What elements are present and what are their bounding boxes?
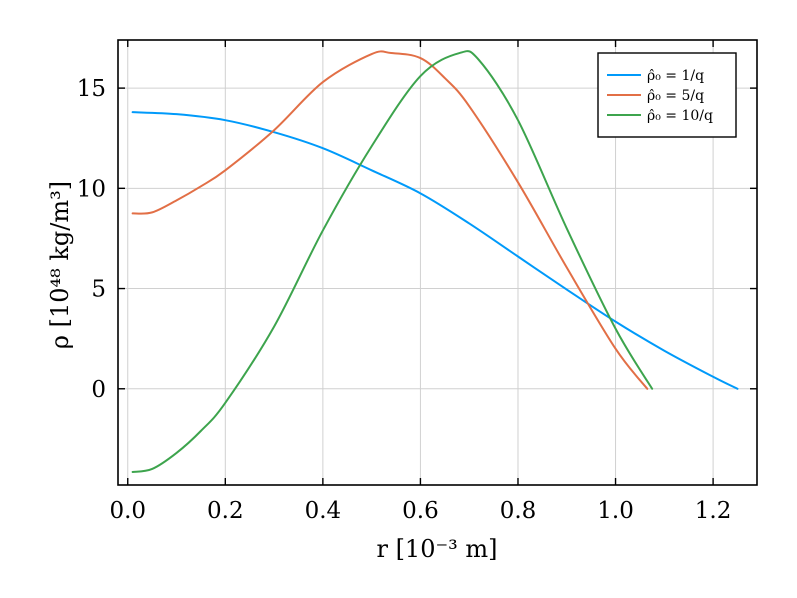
series-line-2 — [131, 50, 649, 390]
x-tick-label: 0.8 — [500, 498, 537, 524]
x-tick-label: 1.0 — [597, 498, 634, 524]
plot-frame — [117, 39, 758, 486]
series-line-1 — [131, 111, 739, 390]
x-axis-label: r [10⁻³ m] — [376, 535, 497, 563]
y-tick-label: 15 — [77, 76, 106, 102]
y-axis-label: ρ [10⁴⁸ kg/m³] — [46, 181, 74, 349]
x-tick-label: 0.2 — [207, 498, 244, 524]
y-tick-label: 0 — [91, 377, 106, 403]
series-lines — [131, 50, 739, 473]
y-tick-label: 5 — [91, 277, 106, 303]
x-tick-label: 0.6 — [402, 498, 439, 524]
legend-entry-label: ρ̂₀ = 5/q — [647, 88, 704, 104]
y-tick-label: 10 — [77, 176, 106, 202]
legend-entry-label: ρ̂₀ = 1/q — [647, 68, 704, 84]
legend: ρ̂₀ = 1/q ρ̂₀ = 5/q ρ̂₀ = 10/q — [597, 52, 737, 138]
axis-ticks: 0.0 0.2 0.4 0.6 0.8 1.0 1.2 0 5 10 15 — [77, 40, 757, 524]
x-tick-label: 0.4 — [305, 498, 342, 524]
series-line-3 — [131, 50, 654, 473]
x-tick-label: 1.2 — [695, 498, 732, 524]
x-tick-label: 0.0 — [109, 498, 146, 524]
legend-entry-label: ρ̂₀ = 10/q — [647, 108, 713, 124]
